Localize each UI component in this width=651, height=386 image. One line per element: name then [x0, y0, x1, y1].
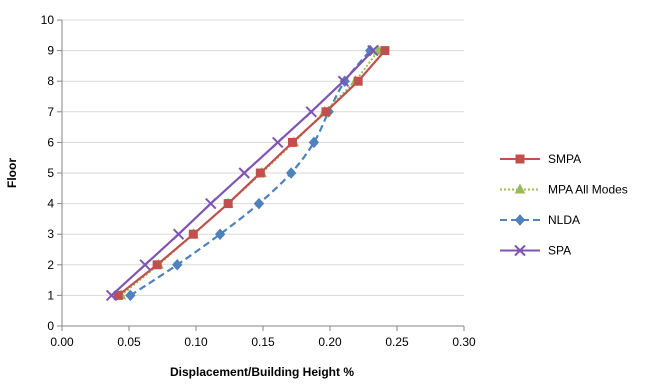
x-tick-label: 0.05 [117, 335, 141, 349]
y-tick-label: 3 [47, 227, 54, 241]
legend-item: MPA All Modes [500, 183, 628, 197]
x-tick-label: 0.15 [251, 335, 275, 349]
y-tick-label: 5 [47, 166, 54, 180]
legend-marker [514, 244, 526, 257]
y-tick-label: 7 [47, 105, 54, 119]
y-tick-label: 0 [47, 319, 54, 333]
data-point [172, 259, 183, 271]
legend-label: NLDA [548, 213, 580, 227]
data-point [172, 228, 185, 240]
data-point [214, 228, 226, 240]
data-point [380, 46, 390, 56]
series-spa [105, 44, 379, 302]
axes: 0 1 2 3 4 5 6 7 8 9 10 0.00 0.05 0.10 0.15 0.20 0.25 0.30 [41, 13, 476, 349]
data-point [223, 199, 233, 209]
data-point [308, 136, 320, 149]
data-point [353, 76, 363, 86]
data-point [152, 260, 162, 270]
data-point [105, 289, 118, 302]
legend-label: MPA All Modes [548, 183, 628, 197]
data-point [305, 106, 317, 118]
data-point [188, 229, 198, 239]
y-tick-label: 10 [41, 13, 55, 27]
data-point [367, 44, 379, 57]
legend-marker [514, 214, 526, 226]
y-tick-label: 6 [47, 135, 54, 149]
data-point [125, 289, 136, 302]
data-point [285, 167, 297, 179]
data-point [287, 137, 297, 147]
data-point [321, 107, 331, 117]
legend-label: SMPA [548, 152, 581, 166]
y-tick-label: 8 [47, 74, 54, 88]
data-point [272, 136, 284, 149]
y-tick-label: 4 [47, 197, 54, 211]
series-group [105, 44, 390, 302]
gridlines [62, 19, 464, 296]
data-point [255, 168, 265, 178]
data-point [139, 259, 151, 271]
data-point [113, 290, 123, 300]
y-axis-title: Floor [5, 158, 19, 188]
data-point [337, 75, 350, 87]
legend-item: SPA [500, 244, 571, 258]
x-tick-label: 0.20 [318, 335, 342, 349]
legend-marker [515, 154, 525, 164]
legend-label: SPA [548, 244, 571, 258]
y-tick-label: 1 [47, 288, 54, 302]
x-axis-title: Displacement/Building Height % [170, 365, 354, 379]
x-tick-label: 0.10 [184, 335, 208, 349]
data-point [205, 197, 217, 210]
legend-item: NLDA [500, 213, 580, 227]
x-tick-label: 0.30 [452, 335, 476, 349]
legend-marker [514, 183, 526, 194]
series-smpa [113, 46, 390, 300]
legend-item: SMPA [500, 152, 581, 166]
data-point [253, 197, 265, 210]
data-point [238, 167, 250, 179]
legend: SMPA MPA All Modes NLDA SPA [500, 152, 628, 258]
y-tick-label: 2 [47, 258, 54, 272]
y-tick-label: 9 [47, 44, 54, 58]
x-tick-label: 0.00 [50, 335, 74, 349]
x-tick-label: 0.25 [385, 335, 409, 349]
